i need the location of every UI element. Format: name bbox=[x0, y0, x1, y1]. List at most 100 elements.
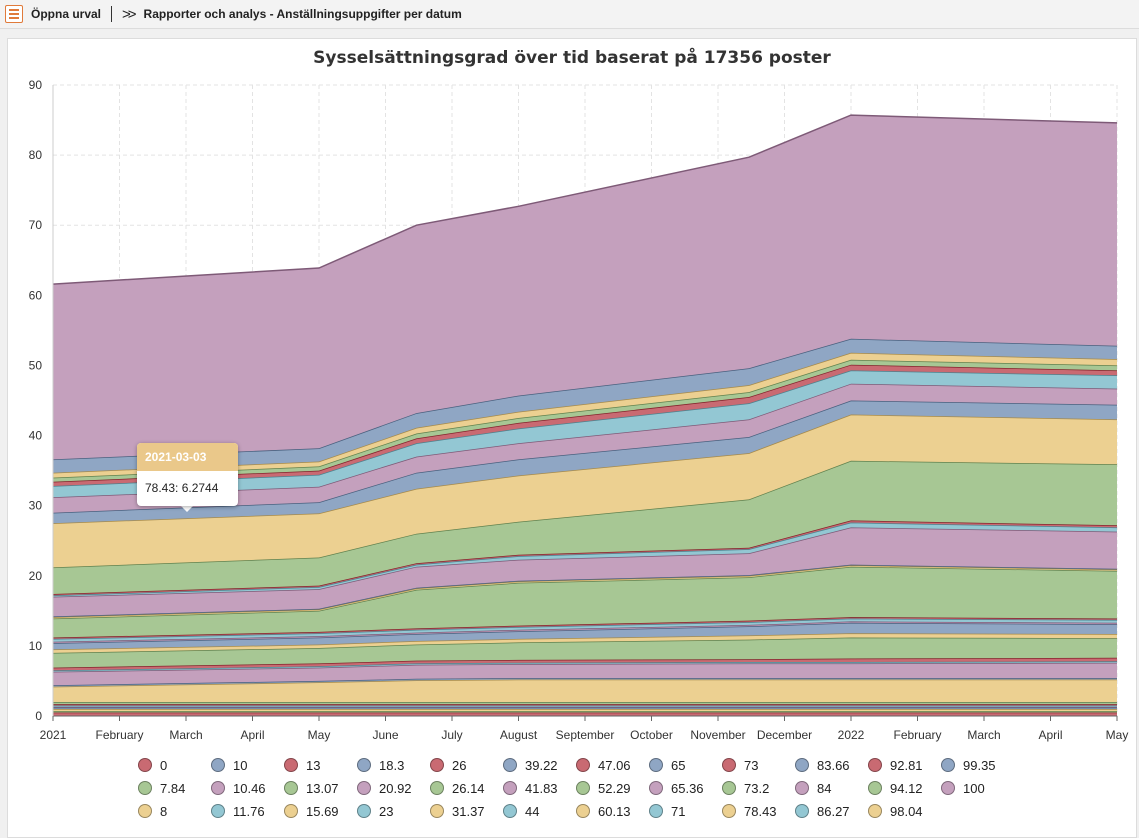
legend-item-8[interactable]: 8 bbox=[138, 803, 211, 819]
legend-swatch bbox=[795, 804, 809, 818]
legend-swatch bbox=[722, 804, 736, 818]
legend-item-39-22[interactable]: 39.22 bbox=[503, 757, 576, 773]
legend-item-71[interactable]: 71 bbox=[649, 803, 722, 819]
x-tick-label: March bbox=[967, 728, 1000, 742]
legend-item-13-07[interactable]: 13.07 bbox=[284, 780, 357, 796]
legend-label: 44 bbox=[525, 803, 540, 819]
legend-swatch bbox=[868, 804, 882, 818]
legend-label: 99.35 bbox=[963, 757, 996, 773]
area-series-86-27[interactable] bbox=[53, 370, 1117, 498]
legend-swatch bbox=[722, 781, 736, 795]
area-series-83-66[interactable] bbox=[53, 400, 1117, 524]
y-tick-label: 20 bbox=[29, 569, 43, 583]
y-tick-label: 10 bbox=[29, 639, 43, 653]
legend-swatch bbox=[576, 781, 590, 795]
area-series-0[interactable] bbox=[53, 712, 1117, 717]
legend-label: 84 bbox=[817, 780, 832, 796]
tooltip-date: 2021-03-03 bbox=[137, 443, 238, 471]
area-series-84[interactable] bbox=[53, 383, 1117, 513]
legend-label: 18.3 bbox=[379, 757, 405, 773]
area-series-31-37[interactable] bbox=[53, 633, 1117, 653]
legend-item-13[interactable]: 13 bbox=[284, 757, 357, 773]
y-tick-label: 40 bbox=[29, 429, 43, 443]
legend-item-78-43[interactable]: 78.43 bbox=[722, 803, 795, 819]
legend-swatch bbox=[138, 804, 152, 818]
legend-label: 98.04 bbox=[890, 803, 923, 819]
legend-swatch bbox=[795, 781, 809, 795]
legend-swatch bbox=[430, 758, 444, 772]
legend-label: 71 bbox=[671, 803, 686, 819]
legend-item-0[interactable]: 0 bbox=[138, 757, 211, 773]
legend-item-100[interactable]: 100 bbox=[941, 780, 1014, 796]
legend-item-52-29[interactable]: 52.29 bbox=[576, 780, 649, 796]
legend-swatch bbox=[284, 758, 298, 772]
legend-swatch bbox=[138, 781, 152, 795]
legend-item-11-76[interactable]: 11.76 bbox=[211, 803, 284, 819]
area-series-26-14[interactable] bbox=[53, 637, 1117, 668]
legend-item-23[interactable]: 23 bbox=[357, 803, 430, 819]
chart-legend: 0 10 13 18.3 26 39.22 47.06 65 73 83.66 92.81 99.35… bbox=[138, 757, 1038, 819]
legend-swatch bbox=[357, 781, 371, 795]
legend-label: 23 bbox=[379, 803, 394, 819]
area-series-52-29[interactable] bbox=[53, 566, 1117, 638]
legend-label: 41.83 bbox=[525, 780, 558, 796]
legend-item-20-92[interactable]: 20.92 bbox=[357, 780, 430, 796]
legend-item-65-36[interactable]: 65.36 bbox=[649, 780, 722, 796]
x-tick-label: February bbox=[95, 728, 143, 742]
y-tick-label: 60 bbox=[29, 288, 43, 302]
open-selection-button[interactable]: Öppna urval bbox=[31, 7, 102, 21]
legend-item-98-04[interactable]: 98.04 bbox=[868, 803, 941, 819]
area-series-23[interactable] bbox=[53, 661, 1117, 672]
x-tick-label: July bbox=[441, 728, 462, 742]
legend-item-73-2[interactable]: 73.2 bbox=[722, 780, 795, 796]
area-series-73-2[interactable] bbox=[53, 460, 1117, 594]
legend-item-10-46[interactable]: 10.46 bbox=[211, 780, 284, 796]
legend-label: 78.43 bbox=[744, 803, 777, 819]
legend-swatch bbox=[503, 781, 517, 795]
area-series-100[interactable] bbox=[53, 115, 1117, 460]
legend-item-60-13[interactable]: 60.13 bbox=[576, 803, 649, 819]
area-series-26[interactable] bbox=[53, 657, 1117, 671]
x-tick-label: November bbox=[690, 728, 745, 742]
area-series-39-22[interactable] bbox=[53, 622, 1117, 650]
legend-item-99-35[interactable]: 99.35 bbox=[941, 757, 1014, 773]
legend-label: 47.06 bbox=[598, 757, 631, 773]
legend-item-73[interactable]: 73 bbox=[722, 757, 795, 773]
chart-title: Sysselsättningsgrad över tid baserat på … bbox=[313, 48, 831, 68]
area-series-47-06[interactable] bbox=[53, 617, 1117, 639]
legend-label: 65.36 bbox=[671, 780, 704, 796]
legend-item-86-27[interactable]: 86.27 bbox=[795, 803, 868, 819]
legend-item-10[interactable]: 10 bbox=[211, 757, 284, 773]
legend-item-41-83[interactable]: 41.83 bbox=[503, 780, 576, 796]
legend-item-18-3[interactable]: 18.3 bbox=[357, 757, 430, 773]
selection-list-icon[interactable] bbox=[5, 5, 23, 23]
x-tick-label: May bbox=[308, 728, 331, 742]
legend-item-15-69[interactable]: 15.69 bbox=[284, 803, 357, 819]
legend-item-26-14[interactable]: 26.14 bbox=[430, 780, 503, 796]
legend-swatch bbox=[503, 758, 517, 772]
legend-item-94-12[interactable]: 94.12 bbox=[868, 780, 941, 796]
legend-item-47-06[interactable]: 47.06 bbox=[576, 757, 649, 773]
legend-item-44[interactable]: 44 bbox=[503, 803, 576, 819]
legend-item-7-84[interactable]: 7.84 bbox=[138, 780, 211, 796]
x-tick-label: June bbox=[372, 728, 398, 742]
area-series-44[interactable] bbox=[53, 618, 1117, 642]
legend-item-65[interactable]: 65 bbox=[649, 757, 722, 773]
x-tick-label: February bbox=[893, 728, 941, 742]
legend-item-31-37[interactable]: 31.37 bbox=[430, 803, 503, 819]
area-series-78-43[interactable] bbox=[53, 414, 1117, 568]
legend-item-83-66[interactable]: 83.66 bbox=[795, 757, 868, 773]
legend-label: 26 bbox=[452, 757, 467, 773]
legend-label: 39.22 bbox=[525, 757, 558, 773]
top-toolbar: Öppna urval >> Rapporter och analys - An… bbox=[0, 0, 1139, 29]
legend-item-26[interactable]: 26 bbox=[430, 757, 503, 773]
legend-swatch bbox=[211, 758, 225, 772]
legend-item-84[interactable]: 84 bbox=[795, 780, 868, 796]
x-tick-label: May bbox=[1106, 728, 1129, 742]
legend-item-92-81[interactable]: 92.81 bbox=[868, 757, 941, 773]
area-series-65-36[interactable] bbox=[53, 527, 1117, 617]
area-series-15-69[interactable] bbox=[53, 679, 1117, 703]
legend-swatch bbox=[284, 781, 298, 795]
area-series-41-83[interactable] bbox=[53, 621, 1117, 644]
legend-label: 92.81 bbox=[890, 757, 923, 773]
